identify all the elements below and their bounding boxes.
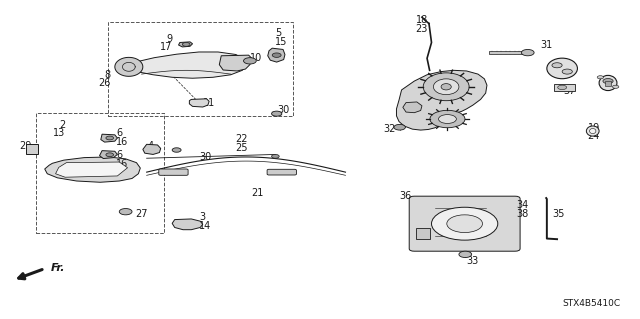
Text: 13: 13 <box>53 128 65 138</box>
Circle shape <box>106 153 113 157</box>
Circle shape <box>244 58 256 64</box>
Text: 5: 5 <box>275 28 282 38</box>
Text: 23: 23 <box>415 24 428 34</box>
Text: 28: 28 <box>563 61 576 71</box>
Text: 6: 6 <box>116 150 122 160</box>
Text: 16: 16 <box>116 137 129 147</box>
Polygon shape <box>100 134 117 142</box>
Text: 26: 26 <box>99 78 111 88</box>
Text: 14: 14 <box>199 221 211 231</box>
Bar <box>415 228 429 239</box>
Text: STX4B5410C: STX4B5410C <box>563 299 621 308</box>
Ellipse shape <box>430 110 465 128</box>
Ellipse shape <box>441 84 451 90</box>
Circle shape <box>394 124 405 130</box>
Text: 17: 17 <box>160 42 172 52</box>
Text: 16: 16 <box>116 159 129 169</box>
Text: 36: 36 <box>399 191 411 201</box>
Text: 7: 7 <box>607 82 613 92</box>
Ellipse shape <box>438 115 456 123</box>
Ellipse shape <box>423 73 469 101</box>
FancyBboxPatch shape <box>267 169 296 175</box>
Circle shape <box>459 251 472 257</box>
Circle shape <box>597 76 604 79</box>
Text: 24: 24 <box>588 131 600 141</box>
Circle shape <box>603 78 613 84</box>
Text: 33: 33 <box>467 256 479 266</box>
Text: 3: 3 <box>199 212 205 222</box>
Text: 34: 34 <box>516 200 529 210</box>
Text: 8: 8 <box>105 70 111 80</box>
Text: 32: 32 <box>383 123 395 134</box>
FancyBboxPatch shape <box>409 196 520 251</box>
Polygon shape <box>121 52 246 78</box>
Circle shape <box>272 53 281 57</box>
Text: 38: 38 <box>516 209 529 219</box>
Text: 35: 35 <box>552 209 565 219</box>
Text: 11: 11 <box>203 98 215 108</box>
Circle shape <box>522 49 534 56</box>
Bar <box>605 81 611 85</box>
Bar <box>26 144 38 154</box>
Polygon shape <box>172 219 203 230</box>
Text: 30: 30 <box>199 152 211 162</box>
Ellipse shape <box>599 75 617 91</box>
Text: 19: 19 <box>588 123 600 133</box>
Ellipse shape <box>547 58 577 79</box>
Bar <box>554 84 575 91</box>
Circle shape <box>557 85 566 90</box>
Circle shape <box>271 111 282 116</box>
Circle shape <box>106 136 113 140</box>
Circle shape <box>172 148 181 152</box>
Text: 31: 31 <box>540 40 552 50</box>
Ellipse shape <box>589 129 596 134</box>
Circle shape <box>447 215 483 233</box>
Text: 21: 21 <box>251 188 264 198</box>
Polygon shape <box>115 57 143 76</box>
Text: 4: 4 <box>148 141 154 151</box>
Ellipse shape <box>433 79 459 95</box>
Text: 37: 37 <box>563 85 576 96</box>
Bar <box>489 51 527 54</box>
Polygon shape <box>268 48 285 62</box>
Text: 30: 30 <box>277 106 289 115</box>
Text: 18: 18 <box>415 15 428 26</box>
Text: 2: 2 <box>59 120 65 130</box>
Polygon shape <box>56 162 127 177</box>
Text: Fr.: Fr. <box>51 263 65 273</box>
Polygon shape <box>403 102 422 113</box>
Text: 29: 29 <box>20 141 32 151</box>
Polygon shape <box>143 144 161 154</box>
Circle shape <box>552 63 562 68</box>
Circle shape <box>182 42 190 46</box>
Polygon shape <box>45 157 140 182</box>
Text: 6: 6 <box>116 128 122 138</box>
FancyBboxPatch shape <box>159 169 188 175</box>
Circle shape <box>271 154 279 158</box>
Polygon shape <box>100 151 117 159</box>
Bar <box>36 113 164 233</box>
Circle shape <box>612 85 619 88</box>
Polygon shape <box>179 42 193 47</box>
Text: 22: 22 <box>236 134 248 144</box>
Circle shape <box>562 69 572 74</box>
Circle shape <box>431 207 498 240</box>
Bar <box>108 22 293 116</box>
Text: 27: 27 <box>135 209 148 219</box>
Polygon shape <box>189 99 209 107</box>
Text: 25: 25 <box>236 143 248 153</box>
Ellipse shape <box>586 126 599 136</box>
Polygon shape <box>220 55 252 71</box>
Text: 10: 10 <box>250 53 262 63</box>
Text: 15: 15 <box>275 37 288 47</box>
Polygon shape <box>396 70 487 130</box>
Circle shape <box>119 209 132 215</box>
Text: 9: 9 <box>166 34 172 44</box>
